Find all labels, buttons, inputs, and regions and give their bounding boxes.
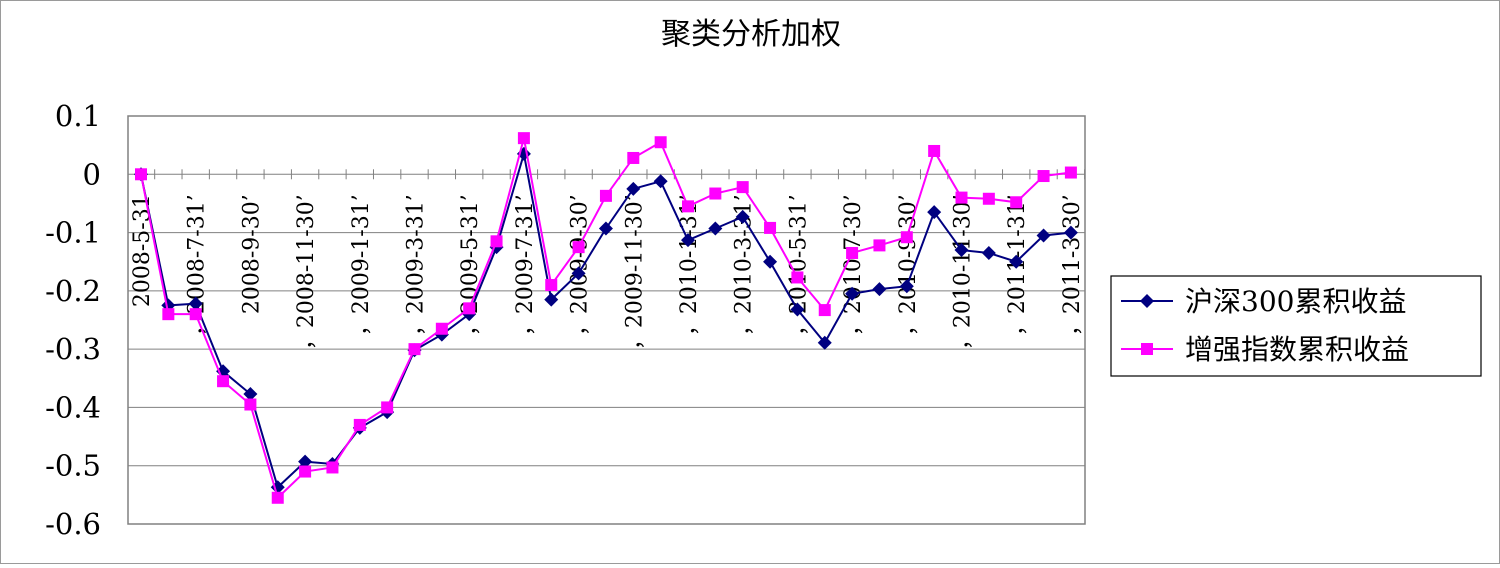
x-tick-label: ，2011-3-30’ [1060, 194, 1085, 336]
data-point [899, 279, 914, 294]
data-point [188, 296, 203, 311]
data-point [571, 266, 586, 281]
data-point [326, 461, 339, 474]
data-point [135, 168, 147, 181]
data-point [954, 243, 969, 258]
data-point [243, 387, 258, 402]
x-tick-label: ，2009-7-31’ [513, 194, 538, 336]
legend-label: 增强指数累积收益 [1185, 333, 1409, 366]
data-point [955, 191, 968, 204]
data-point [708, 221, 723, 236]
legend-label: 沪深300累积收益 [1185, 285, 1406, 318]
data-point [709, 187, 722, 200]
legend-marker [1140, 294, 1154, 308]
data-point [790, 302, 805, 317]
data-point [900, 231, 913, 244]
data-point [572, 241, 585, 254]
data-point [244, 398, 257, 411]
data-point [490, 235, 503, 248]
data-point [353, 418, 366, 431]
x-tick-label: ，2009-1-31’ [349, 194, 374, 336]
y-tick-label: 0.1 [55, 99, 101, 133]
x-tick-label: ，2008-11-30’ [294, 194, 319, 350]
data-point [791, 271, 804, 284]
data-point [626, 181, 641, 196]
x-tick-label: ，2010-9-30’ [896, 194, 921, 336]
data-point [217, 375, 230, 388]
data-point [763, 254, 778, 269]
data-point [435, 322, 448, 335]
data-point [982, 192, 995, 205]
data-point [545, 279, 558, 292]
data-point [1009, 254, 1024, 269]
data-point [735, 209, 750, 224]
data-point [517, 132, 530, 145]
y-axis-ticks: 0.1 0 -0.1 -0.2 -0.3 -0.4 -0.5 -0.6 [45, 99, 101, 541]
gridlines [128, 169, 1086, 467]
x-tick-label: ，2010-11-30’ [951, 194, 976, 350]
legend-box [1110, 275, 1482, 377]
x-tick-label: 2008-5-31 [130, 194, 155, 307]
data-point [927, 205, 942, 220]
x-tick-label: ，2009-9-30’ [568, 194, 593, 336]
data-point [1037, 170, 1050, 183]
data-point [681, 233, 695, 248]
y-tick-label: -0.3 [45, 332, 101, 366]
data-point [736, 181, 749, 194]
data-point [598, 221, 613, 236]
data-point [162, 308, 175, 321]
x-tick-label: ，2009-3-31’ [404, 194, 429, 336]
data-point [817, 335, 832, 350]
x-tick-label: ，2010-1-31’ [677, 194, 702, 336]
data-point [189, 308, 202, 321]
y-tick-label: -0.1 [45, 216, 101, 250]
data-point [1036, 228, 1051, 243]
data-point [653, 174, 668, 189]
y-tick-label: -0.4 [45, 390, 101, 424]
data-point [1010, 196, 1023, 209]
data-point [872, 282, 887, 297]
data-point [654, 136, 667, 149]
data-point [271, 491, 284, 504]
data-point [544, 292, 559, 307]
chart-title: 聚类分析加权 [661, 17, 841, 52]
data-point [298, 454, 313, 469]
data-point [764, 221, 777, 234]
y-tick-label: 0 [83, 157, 101, 191]
data-point [408, 343, 421, 356]
data-point [1063, 225, 1078, 240]
plot-area [127, 115, 1086, 525]
data-point [627, 151, 640, 164]
data-point [463, 302, 476, 315]
y-tick-label: -0.6 [45, 507, 101, 541]
data-point [928, 144, 941, 157]
y-tick-label: -0.2 [45, 274, 101, 308]
data-point [846, 246, 859, 259]
data-point [873, 239, 886, 252]
x-tick-label: 2008-9-30’ [239, 194, 264, 314]
data-point [845, 286, 860, 301]
data-point [1064, 166, 1077, 179]
data-point [682, 200, 694, 213]
data-point [599, 189, 612, 202]
legend-marker [1141, 343, 1153, 355]
y-tick-label: -0.5 [45, 449, 101, 483]
data-point [381, 401, 394, 414]
data-point [818, 304, 831, 317]
x-tick-label: ，2010-7-30’ [841, 194, 866, 336]
series-group [134, 132, 1078, 504]
data-point [981, 245, 996, 260]
x-tick-label: ，2009-11-30’ [622, 194, 647, 350]
data-point [299, 465, 312, 478]
